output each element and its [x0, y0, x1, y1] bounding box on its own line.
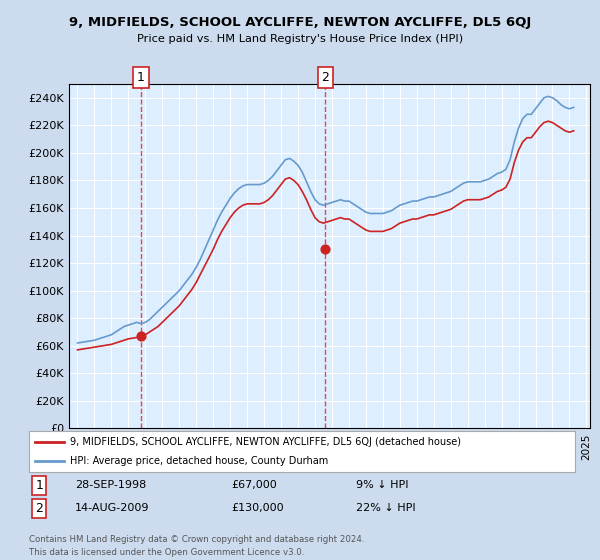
- Text: Contains HM Land Registry data © Crown copyright and database right 2024.: Contains HM Land Registry data © Crown c…: [29, 535, 364, 544]
- Text: 9% ↓ HPI: 9% ↓ HPI: [356, 480, 409, 490]
- Text: This data is licensed under the Open Government Licence v3.0.: This data is licensed under the Open Gov…: [29, 548, 304, 557]
- Text: 1: 1: [137, 71, 145, 84]
- Text: 2: 2: [322, 71, 329, 84]
- Text: Price paid vs. HM Land Registry's House Price Index (HPI): Price paid vs. HM Land Registry's House …: [137, 34, 463, 44]
- Text: 14-AUG-2009: 14-AUG-2009: [75, 503, 150, 513]
- Text: 2: 2: [35, 502, 43, 515]
- Text: £67,000: £67,000: [231, 480, 277, 490]
- Text: 1: 1: [35, 479, 43, 492]
- Point: [320, 245, 330, 254]
- Text: 9, MIDFIELDS, SCHOOL AYCLIFFE, NEWTON AYCLIFFE, DL5 6QJ (detached house): 9, MIDFIELDS, SCHOOL AYCLIFFE, NEWTON AY…: [70, 437, 461, 447]
- Text: £130,000: £130,000: [231, 503, 283, 513]
- Text: 28-SEP-1998: 28-SEP-1998: [75, 480, 146, 490]
- Text: HPI: Average price, detached house, County Durham: HPI: Average price, detached house, Coun…: [70, 456, 328, 465]
- Text: 22% ↓ HPI: 22% ↓ HPI: [356, 503, 416, 513]
- Point: [136, 332, 146, 340]
- Text: 9, MIDFIELDS, SCHOOL AYCLIFFE, NEWTON AYCLIFFE, DL5 6QJ: 9, MIDFIELDS, SCHOOL AYCLIFFE, NEWTON AY…: [69, 16, 531, 29]
